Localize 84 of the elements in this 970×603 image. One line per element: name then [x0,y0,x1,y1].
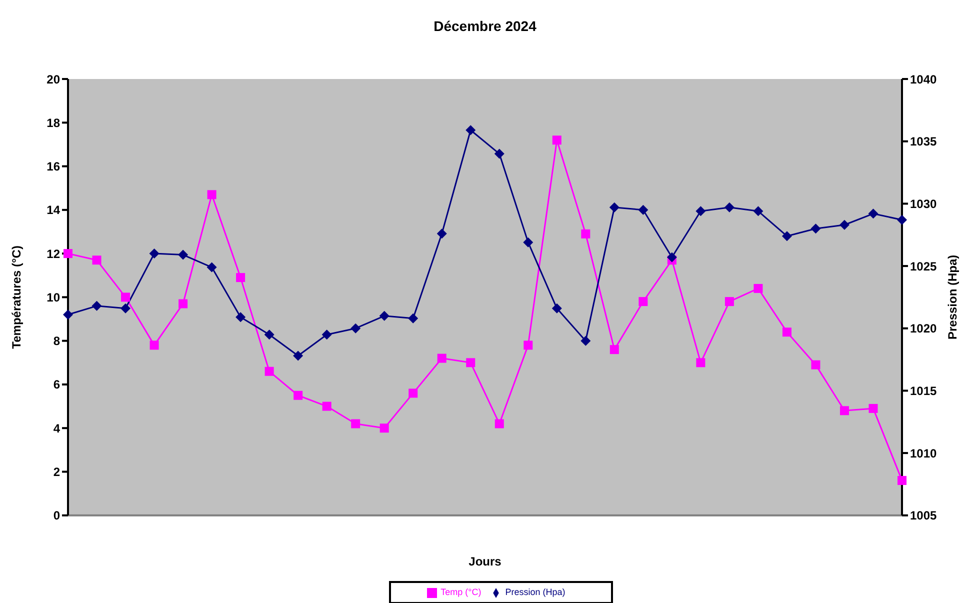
x-axis-title: Jours [468,554,502,568]
point [638,204,648,215]
point [494,148,504,159]
point [64,249,72,258]
y-tick-label: 6 [53,378,60,392]
point [322,402,332,411]
point [178,299,188,308]
y-tick-label: 12 [46,246,60,261]
point [408,388,418,398]
y-tick-label: 0 [53,508,60,523]
point [523,237,534,248]
y-tick-label: 14 [46,203,60,218]
point [839,220,850,230]
point [322,330,332,340]
point [207,190,216,200]
point [610,345,619,354]
legend-label: Temp (°C) [440,587,482,598]
y-axis-title: Températures (°C) [9,246,24,349]
legend-label: Pression (Hpa) [505,587,566,598]
y2-tick-label: 1030 [910,196,938,211]
point [580,336,591,346]
point [811,360,820,370]
y-tick-label: 18 [46,116,60,130]
point [466,125,476,136]
y-tick-label: 10 [46,290,60,304]
point [293,350,304,361]
y2-tick-label: 1040 [910,72,938,86]
point [206,262,217,272]
point [782,328,792,337]
point [236,312,246,322]
y2-tick-label: 1025 [910,259,938,274]
point [810,224,821,234]
point [350,323,361,334]
y-tick-label: 16 [46,160,60,174]
point [696,358,706,368]
point [897,214,907,225]
point [466,358,476,368]
point [724,297,734,306]
y2-tick-label: 1020 [910,322,938,336]
point [380,424,389,433]
point [868,404,878,413]
point [494,419,504,428]
point [264,330,274,340]
y2-tick-label: 1035 [910,134,938,149]
chart-title: Décembre 2024 [432,18,538,34]
point [437,354,446,363]
point [581,229,590,238]
point [149,248,160,259]
point [753,206,764,216]
point [754,284,763,293]
point [898,476,906,485]
y-tick-label: 20 [46,72,60,86]
point [724,202,734,212]
point [351,419,360,428]
point [120,303,131,314]
point [696,206,706,216]
point [92,256,102,265]
point [609,202,620,212]
point [638,297,648,306]
point [121,292,130,302]
point [524,340,533,350]
point [666,252,677,262]
point [868,208,878,219]
y-tick-label: 8 [53,334,60,348]
point [379,310,390,321]
point [264,366,274,376]
y-tick-label: 2 [53,464,60,479]
point [552,303,562,314]
point [236,273,246,282]
point [92,300,102,311]
y-tick-label: 4 [53,421,60,436]
y2-tick-label: 1010 [910,446,938,460]
point [840,406,849,416]
y2-tick-label: 1005 [910,508,938,523]
point [552,136,562,145]
y2-axis-title: Pression (Hpa) [945,254,960,340]
point [294,390,303,400]
point [150,340,159,350]
point [408,313,418,324]
point [178,250,188,260]
point [63,310,73,320]
point [436,228,447,239]
y2-tick-label: 1015 [910,384,938,398]
point [782,231,792,242]
